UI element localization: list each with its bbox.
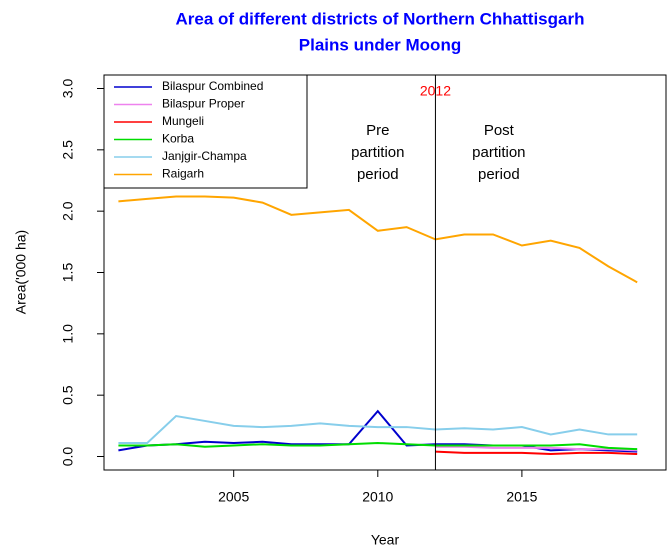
x-tick-label: 2005 — [218, 489, 249, 505]
y-tick-label: 0.5 — [60, 385, 76, 405]
y-tick-label: 1.0 — [60, 324, 76, 344]
annotation: period — [478, 166, 520, 183]
x-tick-label: 2010 — [362, 489, 393, 505]
series-line — [118, 409, 638, 453]
legend-label: Janjgir-Champa — [162, 149, 247, 163]
y-tick-label: 2.0 — [60, 201, 76, 221]
series-line — [435, 445, 638, 452]
reference-label: 2012 — [420, 83, 451, 99]
annotation: partition — [472, 144, 525, 161]
x-axis-title: Year — [371, 532, 400, 548]
x-tick-label: 2015 — [506, 489, 537, 505]
annotation: Pre — [366, 122, 389, 139]
annotation: Post — [484, 122, 515, 139]
annotation: period — [357, 166, 399, 183]
chart-subtitle: Plains under Moong — [299, 35, 461, 54]
legend-label: Mungeli — [162, 114, 204, 128]
series-line — [118, 414, 638, 445]
legend-label: Korba — [162, 132, 194, 146]
annotation: partition — [351, 144, 404, 161]
y-tick-label: 1.5 — [60, 263, 76, 283]
series-line — [435, 450, 638, 456]
legend-label: Bilaspur Proper — [162, 97, 245, 111]
y-axis-title: Area('000 ha) — [13, 230, 29, 314]
legend-label: Bilaspur Combined — [162, 79, 263, 93]
series-line — [118, 442, 638, 451]
series-line — [118, 195, 638, 284]
legend-box — [103, 74, 308, 189]
y-tick-label: 2.5 — [60, 140, 76, 160]
y-tick-label: 3.0 — [60, 79, 76, 99]
chart-title: Area of different districts of Northern … — [176, 9, 585, 28]
legend-label: Raigarh — [162, 167, 204, 181]
y-tick-label: 0.0 — [60, 447, 76, 467]
